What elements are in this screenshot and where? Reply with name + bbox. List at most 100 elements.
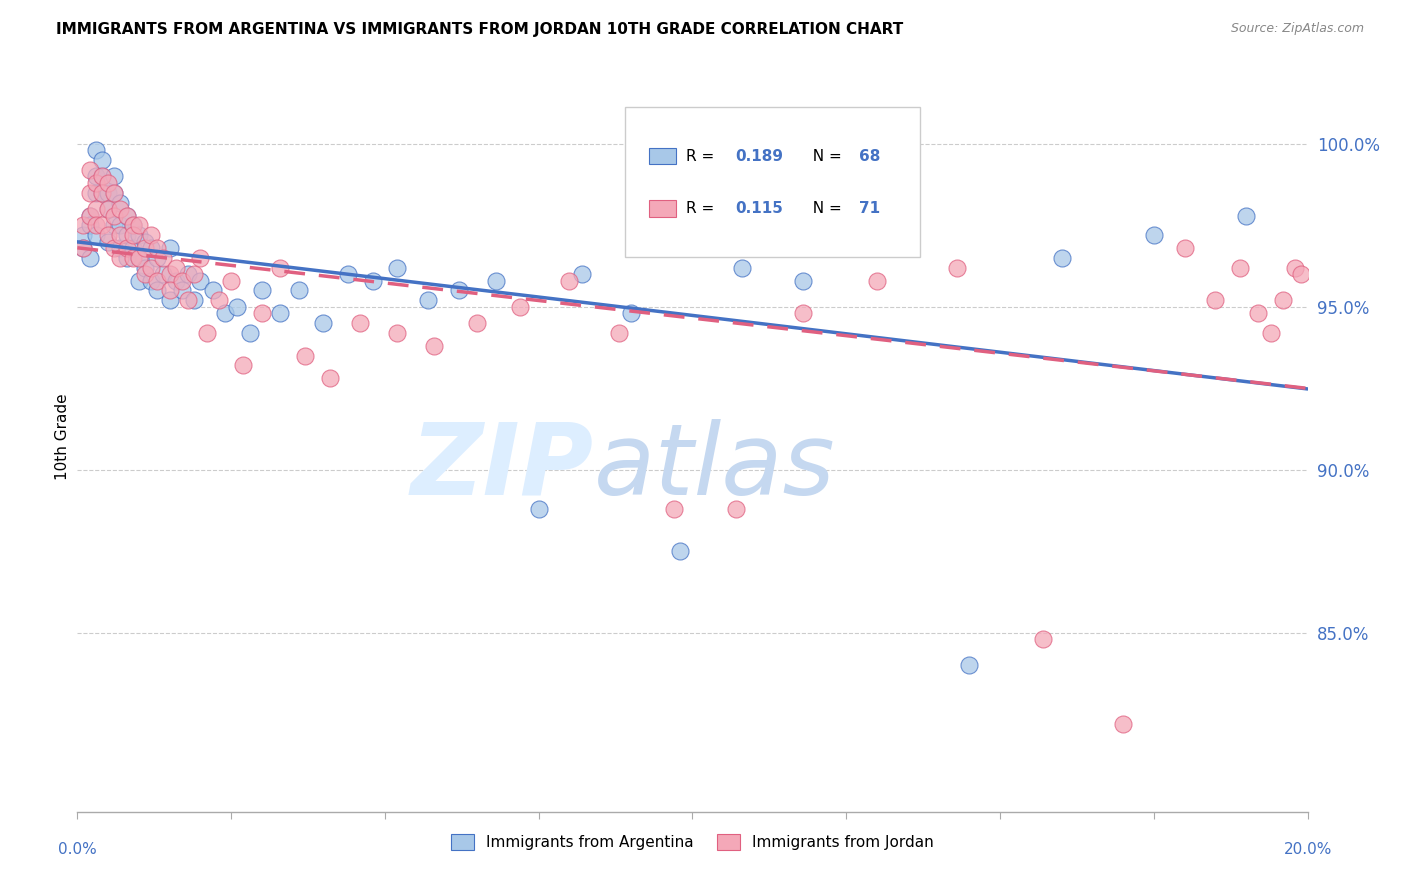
Point — [152, 251, 174, 265]
Point — [165, 260, 187, 275]
Point — [724, 501, 747, 516]
Point — [121, 219, 143, 233]
Point — [134, 260, 156, 275]
Point — [1272, 293, 1295, 308]
Point — [1174, 241, 1197, 255]
Point — [1112, 716, 1135, 731]
Point — [103, 186, 125, 200]
Point — [134, 267, 156, 281]
Point — [177, 267, 200, 281]
Point — [226, 300, 249, 314]
Point — [509, 300, 531, 314]
Point — [219, 274, 242, 288]
Point — [571, 267, 593, 281]
Point — [250, 306, 273, 320]
Point — [97, 176, 120, 190]
Point — [134, 235, 156, 249]
Point — [170, 274, 193, 288]
Point — [110, 228, 132, 243]
Point — [239, 326, 262, 340]
Point — [103, 241, 125, 255]
Point — [527, 501, 550, 516]
FancyBboxPatch shape — [624, 107, 920, 257]
Point — [558, 274, 581, 288]
Point — [84, 219, 107, 233]
Point — [607, 326, 630, 340]
Point — [90, 219, 114, 233]
Point — [465, 316, 488, 330]
Point — [159, 284, 181, 298]
Point — [110, 251, 132, 265]
Point — [159, 267, 181, 281]
Point — [177, 293, 200, 308]
Point — [337, 267, 360, 281]
Point — [269, 306, 291, 320]
Point — [90, 186, 114, 200]
Point — [121, 219, 143, 233]
Point — [128, 219, 150, 233]
Point — [1143, 228, 1166, 243]
Point — [141, 241, 163, 255]
Point — [72, 228, 94, 243]
Point — [84, 228, 107, 243]
Point — [121, 228, 143, 243]
Point — [84, 169, 107, 184]
Point — [232, 359, 254, 373]
Point — [90, 169, 114, 184]
Point — [1247, 306, 1270, 320]
Point — [79, 186, 101, 200]
Point — [385, 260, 409, 275]
Point — [128, 251, 150, 265]
Point — [146, 284, 169, 298]
Point — [288, 284, 311, 298]
Text: IMMIGRANTS FROM ARGENTINA VS IMMIGRANTS FROM JORDAN 10TH GRADE CORRELATION CHART: IMMIGRANTS FROM ARGENTINA VS IMMIGRANTS … — [56, 22, 904, 37]
Point — [662, 501, 685, 516]
Point — [84, 186, 107, 200]
Point — [115, 228, 138, 243]
Point — [90, 153, 114, 168]
Point — [1204, 293, 1226, 308]
Point — [447, 284, 470, 298]
Point — [72, 219, 94, 233]
Point — [121, 241, 143, 255]
Point — [79, 251, 101, 265]
Point — [385, 326, 409, 340]
Point — [128, 228, 150, 243]
Text: R =: R = — [686, 149, 720, 163]
Point — [946, 260, 969, 275]
Point — [183, 293, 205, 308]
Point — [72, 241, 94, 255]
Point — [79, 163, 101, 178]
Point — [103, 209, 125, 223]
Point — [84, 202, 107, 216]
Point — [128, 274, 150, 288]
Point — [1234, 209, 1257, 223]
Point — [141, 228, 163, 243]
Point — [1291, 267, 1313, 281]
Point — [110, 202, 132, 216]
Text: 20.0%: 20.0% — [1284, 842, 1331, 856]
Point — [97, 228, 120, 243]
Point — [84, 144, 107, 158]
Text: 68: 68 — [859, 149, 880, 163]
Point — [188, 251, 212, 265]
Point — [1260, 326, 1282, 340]
Point — [121, 251, 143, 265]
Point — [620, 306, 643, 320]
Point — [79, 219, 101, 233]
Point — [97, 202, 120, 216]
Point — [90, 169, 114, 184]
Text: 71: 71 — [859, 201, 880, 216]
Point — [866, 274, 889, 288]
Text: N =: N = — [803, 149, 846, 163]
Point — [146, 251, 169, 265]
Point — [110, 195, 132, 210]
Point — [110, 219, 132, 233]
Point — [201, 284, 224, 298]
Legend: Immigrants from Argentina, Immigrants from Jordan: Immigrants from Argentina, Immigrants fr… — [446, 829, 939, 856]
Text: 0.0%: 0.0% — [58, 842, 97, 856]
Point — [79, 209, 101, 223]
Point — [188, 274, 212, 288]
Point — [485, 274, 508, 288]
Point — [269, 260, 291, 275]
